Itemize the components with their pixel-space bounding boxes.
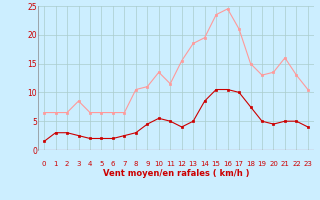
X-axis label: Vent moyen/en rafales ( km/h ): Vent moyen/en rafales ( km/h ) <box>103 168 249 178</box>
